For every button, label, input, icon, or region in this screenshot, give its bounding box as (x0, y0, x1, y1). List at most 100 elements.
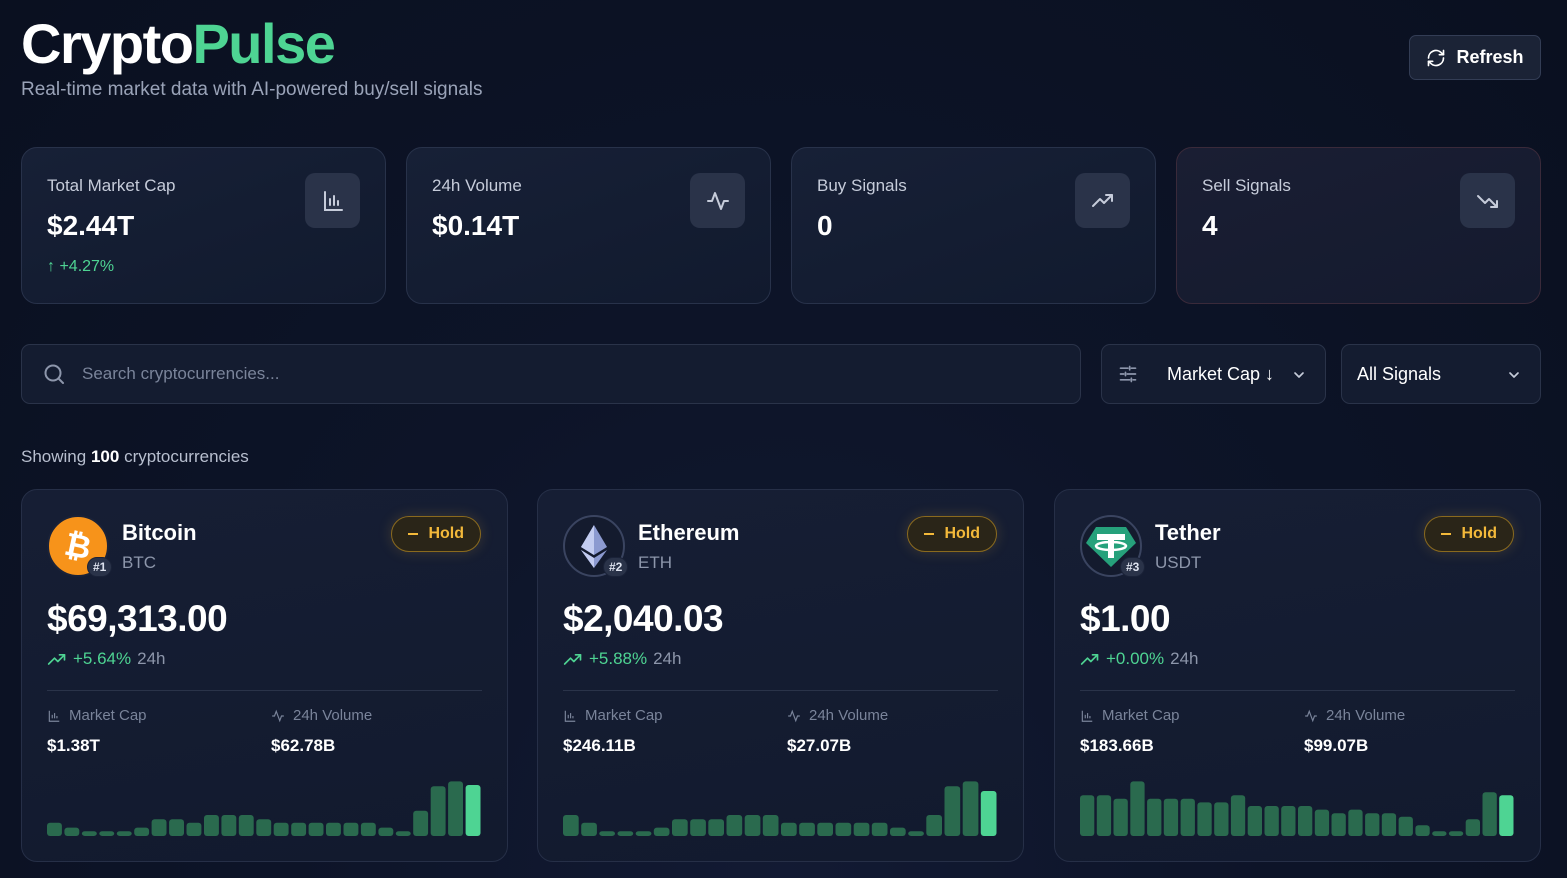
signal-label: Hold (428, 525, 464, 542)
divider (47, 690, 482, 691)
sparkline-bar (980, 791, 997, 836)
bar-chart-icon (305, 173, 360, 228)
coin-price: $1.00 (1080, 598, 1171, 639)
sparkline-bar (1247, 806, 1262, 836)
logo-text-crypto: Crypto (21, 12, 194, 75)
signal-filter-selected-value: All Signals (1357, 363, 1442, 384)
sparkline-bar (360, 822, 376, 836)
volume-value: $99.07B (1304, 736, 1369, 755)
metric-label: 24h Volume (293, 707, 373, 724)
search-icon (44, 364, 64, 384)
sparkline-bar (47, 822, 62, 836)
sparkline-bar (1230, 795, 1246, 836)
sparkline-bar (1281, 806, 1296, 836)
sparkline-bar (413, 810, 429, 836)
sparkline-bar (708, 819, 724, 836)
stat-label: Sell Signals (1202, 176, 1291, 195)
bar-chart-icon (48, 710, 60, 722)
market-cap-value: $1.38T (47, 736, 100, 755)
sparkline-bar (99, 831, 115, 836)
trending-up-icon (47, 654, 66, 665)
volume-value: $27.07B (787, 736, 852, 755)
sparkline-bar (581, 822, 597, 836)
coin-card-tether[interactable]: #3 Tether USDT Hold $1.00 +0.00% 24h Mar… (1054, 489, 1541, 862)
sparkline-bar (617, 831, 634, 836)
search-input[interactable] (82, 364, 982, 384)
sparkline-bar (563, 815, 579, 836)
signal-filter-select[interactable]: All Signals (1341, 344, 1541, 404)
market-cap-value: $246.11B (563, 736, 636, 755)
results-count-number: 100 (90, 447, 120, 466)
market-cap-metric: Market Cap $183.66B (1080, 707, 1180, 756)
search-bar[interactable] (21, 344, 1081, 404)
sparkline-bar (762, 815, 779, 836)
stat-value: $0.14T (432, 210, 520, 241)
stat-label: Total Market Cap (47, 176, 176, 195)
signal-badge-hold: Hold (907, 516, 997, 552)
divider (563, 690, 998, 691)
trending-up-icon (1075, 173, 1130, 228)
bar-chart-icon (564, 710, 576, 722)
minus-icon (1441, 533, 1452, 535)
sparkline-bar (134, 827, 150, 836)
app-subtitle: Real-time market data with AI-powered bu… (21, 79, 483, 100)
sparkline-bars (47, 781, 481, 836)
sparkline-bar (465, 785, 481, 836)
sparkline-bar (781, 822, 797, 836)
volume-metric: 24h Volume $27.07B (787, 707, 888, 756)
sparkline-bar (64, 827, 80, 836)
sparkline-bar (1365, 813, 1380, 836)
sparkline-bar (890, 827, 906, 836)
sparkline-bar (1482, 792, 1497, 836)
sparkline-bar (944, 786, 961, 836)
volume-metric: 24h Volume $62.78B (271, 707, 372, 756)
sparkline-bars (563, 781, 997, 836)
stat-card-24h-volume: 24h Volume $0.14T (406, 147, 771, 304)
sparkline-bar (1314, 809, 1330, 836)
sparkline-bar (326, 822, 341, 836)
sparkline-bar (448, 781, 463, 836)
metric-label: 24h Volume (1326, 707, 1406, 724)
sparkline-bar (1465, 819, 1480, 836)
coin-symbol: USDT (1155, 553, 1202, 572)
sparkline-bar (1415, 825, 1430, 836)
sparkline-bar (395, 831, 411, 836)
sparkline-bar (653, 827, 670, 836)
activity-icon (788, 709, 800, 722)
price-change: +5.64% 24h (47, 649, 166, 669)
sort-select[interactable]: Market Cap ↓ (1101, 344, 1326, 404)
change-value: +5.88% (589, 649, 648, 668)
price-change: +5.88% 24h (563, 649, 682, 669)
sparkline-bar (1331, 813, 1346, 836)
header: CryptoPulse Real-time market data with A… (21, 12, 482, 101)
trending-down-icon (1460, 173, 1515, 228)
minus-icon (924, 533, 935, 535)
sparkline-bars (1080, 781, 1514, 836)
sparkline-bar (908, 831, 924, 836)
coin-symbol: BTC (122, 553, 156, 572)
signal-label: Hold (944, 525, 980, 542)
sparkline-bar (962, 781, 979, 836)
sparkline-bar (1348, 809, 1363, 836)
market-cap-metric: Market Cap $1.38T (47, 707, 147, 756)
change-period: 24h (1170, 649, 1199, 668)
coin-card-ethereum[interactable]: #2 Ethereum ETH Hold $2,040.03 +5.88% 24… (537, 489, 1024, 862)
sparkline-bar (221, 815, 237, 836)
metric-label: 24h Volume (809, 707, 889, 724)
chevron-down-icon (1294, 372, 1304, 378)
price-change: +0.00% 24h (1080, 649, 1199, 669)
signal-badge-hold: Hold (1424, 516, 1514, 552)
sparkline-bar (343, 822, 359, 836)
sparkline-bar (1398, 816, 1413, 836)
sparkline-bar (1130, 781, 1145, 836)
metric-label: Market Cap (585, 707, 663, 724)
stat-value: 4 (1202, 210, 1218, 241)
results-count: Showing 100 cryptocurrencies (21, 447, 249, 467)
coin-card-bitcoin[interactable]: ₿ #1 Bitcoin BTC Hold $69,313.00 +5.64% … (21, 489, 508, 862)
refresh-button[interactable]: Refresh (1409, 35, 1541, 80)
sparkline-bar (690, 819, 706, 836)
sparkline-bar (1298, 806, 1313, 836)
coin-price: $2,040.03 (563, 598, 724, 639)
market-cap-metric: Market Cap $246.11B (563, 707, 663, 756)
refresh-label: Refresh (1456, 47, 1524, 67)
